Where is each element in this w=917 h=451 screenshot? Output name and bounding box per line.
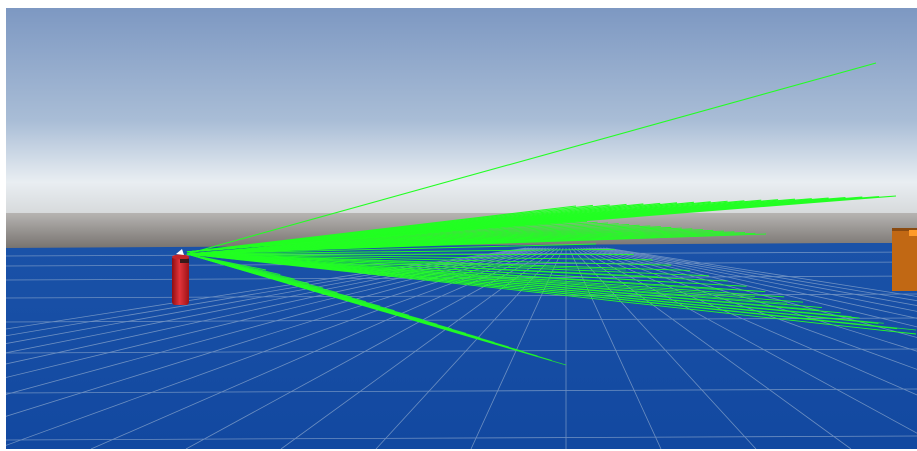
sensor-ray — [186, 253, 709, 277]
box-top-edge — [892, 228, 917, 231]
grid-line — [6, 247, 541, 378]
sensor-ray — [186, 253, 788, 304]
sensor-ray — [186, 62, 877, 255]
grid-line — [6, 388, 917, 394]
grid-line — [582, 247, 917, 370]
scene-view[interactable] — [6, 8, 917, 449]
scene-canvas[interactable] — [6, 8, 917, 449]
grid-line — [6, 247, 532, 344]
grid-line — [574, 247, 852, 449]
grid-line — [600, 247, 917, 306]
grid-line — [6, 293, 917, 299]
grid-line — [6, 435, 917, 441]
sky — [6, 8, 917, 213]
sensor-ray — [186, 253, 917, 335]
grid-line — [594, 247, 917, 319]
sensor-ray — [186, 253, 917, 331]
grid-line — [588, 247, 917, 338]
grid-line — [6, 247, 527, 330]
agent-direction-marker-icon — [176, 249, 184, 255]
grid-line — [577, 247, 917, 434]
sensor-ray — [186, 233, 767, 255]
sensor-ray — [186, 253, 852, 318]
grid-line — [375, 247, 561, 449]
sensor-ray — [186, 253, 653, 261]
sensor-rays — [186, 62, 917, 366]
sensor-ray — [186, 253, 627, 271]
sensor-ray — [186, 253, 567, 366]
grid-line — [6, 247, 530, 337]
grid-line — [571, 247, 757, 449]
sensor-ray — [186, 195, 897, 253]
grid-line — [568, 247, 662, 449]
grid-line — [597, 247, 917, 312]
cylinder-band — [180, 259, 189, 263]
red-cylinder-agent[interactable] — [172, 249, 189, 305]
sensor-ray — [186, 253, 672, 266]
grid-line — [6, 247, 535, 354]
sensor-ray — [186, 253, 634, 256]
grid-line — [585, 247, 917, 352]
grid-line — [6, 317, 917, 323]
sensor-ray — [186, 253, 659, 278]
grid-line — [602, 247, 917, 302]
sensor-ray — [186, 253, 884, 324]
grid-line — [605, 247, 917, 297]
grid-line — [6, 247, 538, 365]
sensor-ray — [186, 248, 615, 255]
grid-line — [6, 247, 544, 395]
grid-line — [591, 247, 917, 328]
sensor-ray — [186, 253, 691, 284]
cylinder-body — [172, 256, 189, 305]
sensor-ray — [186, 243, 597, 255]
box-highlight — [909, 230, 917, 236]
cylinder-top — [172, 254, 189, 260]
orange-box[interactable] — [892, 228, 917, 291]
ground-plane — [6, 243, 917, 449]
sensor-ray — [186, 253, 820, 311]
sensor-ray — [186, 253, 723, 291]
grid-line — [6, 348, 917, 354]
sensor-ray — [186, 253, 755, 298]
box-front-face — [892, 230, 917, 291]
